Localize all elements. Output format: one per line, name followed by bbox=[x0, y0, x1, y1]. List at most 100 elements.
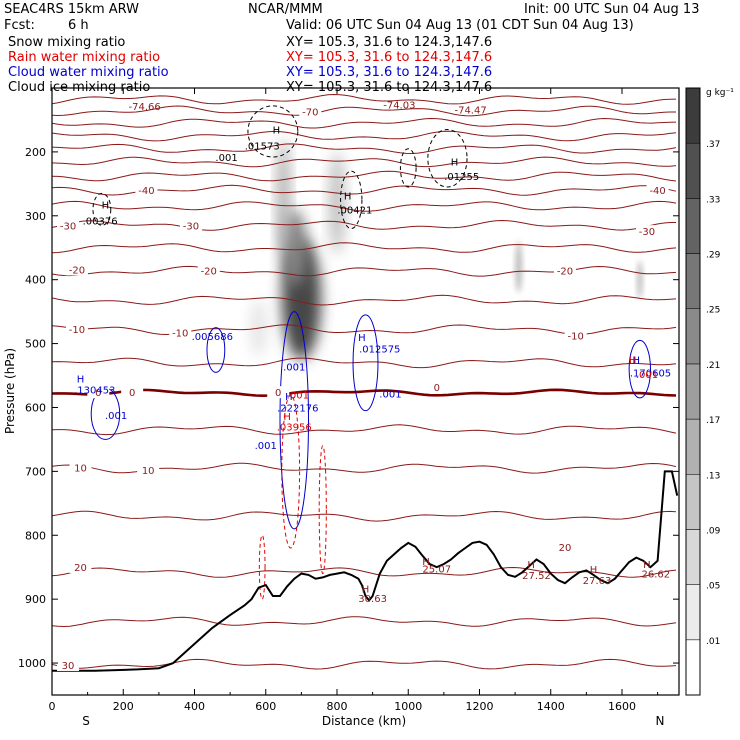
colorbar-band bbox=[685, 639, 701, 696]
colorbar-frame bbox=[685, 87, 701, 696]
cloud-ice-label: .00376 bbox=[83, 216, 118, 227]
y-tick-label: 600 bbox=[25, 401, 46, 414]
colorbar-tick-label: .13 bbox=[706, 471, 720, 481]
contour-label-bg bbox=[69, 461, 92, 474]
cloud-ice-high-marker: H bbox=[273, 126, 281, 137]
colorbar-tick-label: .25 bbox=[706, 306, 720, 316]
contour-label-bg bbox=[554, 540, 576, 553]
field-xy-rain: XY= 105.3, 31.6 to 124.3,147.6 bbox=[286, 50, 493, 65]
x-tick-label: 400 bbox=[184, 700, 205, 713]
temperature-contour-label: -10 bbox=[568, 331, 584, 342]
x-end-label-south: S bbox=[82, 714, 90, 728]
contour-label-bg bbox=[635, 225, 658, 238]
temperature-contour bbox=[52, 200, 677, 212]
hydrometeor-contour bbox=[279, 311, 309, 530]
contour-label-bg bbox=[425, 381, 448, 394]
x-tick-label: 1600 bbox=[608, 700, 636, 713]
temperature-contour-label: 10 bbox=[74, 464, 87, 475]
contour-label-bg bbox=[121, 386, 144, 399]
contour-label-bg bbox=[65, 263, 88, 276]
temperature-contour bbox=[52, 510, 677, 522]
cloud-water-high-marker: H bbox=[632, 356, 640, 367]
temperature-contour-label: -30 bbox=[60, 221, 76, 232]
temperature-high-marker: H bbox=[422, 557, 430, 568]
field-xy-snow: XY= 105.3, 31.6 to 124.3,147.6 bbox=[286, 35, 493, 50]
cloud-water-label: .005686 bbox=[192, 332, 233, 343]
cloud-water-label: .001 bbox=[283, 363, 305, 374]
temperature-contour-label: -10 bbox=[172, 329, 188, 340]
temperature-contour bbox=[52, 242, 677, 254]
forecast-hours: 6 h bbox=[68, 18, 89, 33]
cloud-ice-label: .00421 bbox=[337, 205, 372, 216]
hydrometeor-contour bbox=[427, 129, 468, 188]
temperature-contour bbox=[52, 143, 677, 155]
hydrometeor-contour bbox=[352, 314, 379, 412]
temperature-extremum-label: 25.07 bbox=[422, 564, 451, 575]
colorbar-band bbox=[685, 529, 701, 585]
contour-label-bg bbox=[87, 386, 110, 399]
temperature-extremum-label: 27.63 bbox=[583, 576, 612, 587]
temperature-contour-label: -40 bbox=[649, 186, 665, 197]
temperature-contour bbox=[52, 219, 676, 231]
temperature-contour-label: -30 bbox=[639, 227, 655, 238]
y-tick-label: 800 bbox=[25, 529, 46, 542]
temperature-extremum-label: -74.03 bbox=[383, 101, 415, 112]
rain-water-label: .03956 bbox=[277, 423, 312, 434]
contour-label-bg bbox=[197, 264, 220, 277]
contour-label-bg bbox=[69, 561, 92, 574]
valid-time: Valid: 06 UTC Sun 04 Aug 13 (01 CDT Sun … bbox=[286, 18, 634, 33]
temperature-high-marker: H bbox=[643, 560, 651, 571]
colorbar-band bbox=[685, 142, 701, 199]
x-axis-title: Distance (km) bbox=[322, 714, 406, 728]
temperature-contour-label: 30 bbox=[62, 661, 75, 672]
contour-label-bg bbox=[169, 326, 192, 339]
colorbar-tick-label: .37 bbox=[706, 140, 720, 150]
hydrometeor-contour bbox=[399, 148, 417, 188]
terrain-line bbox=[52, 470, 679, 672]
temperature-contour-label: -70 bbox=[302, 108, 318, 119]
field-xy-cloud-water: XY= 105.3, 31.6 to 124.3,147.6 bbox=[286, 65, 493, 80]
x-tick-label: 200 bbox=[113, 700, 134, 713]
temperature-extremum-label: -74.47 bbox=[454, 106, 486, 117]
contour-label-bg bbox=[137, 464, 160, 477]
temperature-contour bbox=[52, 117, 677, 129]
x-tick-label: 1000 bbox=[394, 700, 422, 713]
x-tick-label: 800 bbox=[327, 700, 348, 713]
y-tick-label: 700 bbox=[25, 465, 46, 478]
contour-label-bg bbox=[554, 264, 576, 277]
temperature-contour-label: 20 bbox=[559, 543, 572, 554]
temperature-contour-label: -20 bbox=[201, 267, 217, 278]
colorbar-tick-label: .29 bbox=[706, 251, 721, 261]
temperature-high-marker: H bbox=[527, 560, 535, 571]
temperature-contour bbox=[52, 616, 677, 628]
hydrometeor-contour bbox=[318, 445, 327, 575]
colorbar-band bbox=[685, 308, 701, 365]
cloud-ice-high-marker: H bbox=[102, 200, 110, 211]
plot-frame bbox=[51, 87, 680, 696]
x-end-label-north: N bbox=[656, 714, 665, 728]
colorbar-tick-label: .09 bbox=[706, 526, 721, 536]
hydrometeor-contour bbox=[340, 170, 363, 230]
contour-label-bg bbox=[57, 219, 80, 232]
temperature-contour-label: 0 bbox=[275, 388, 281, 399]
colorbar-tick-label: .21 bbox=[706, 361, 720, 371]
colorbar-tick-label: .17 bbox=[706, 416, 720, 426]
temperature-contour-label: 20 bbox=[74, 563, 87, 574]
y-axis-title: Pressure (hPa) bbox=[3, 348, 17, 434]
y-tick-label: 900 bbox=[25, 593, 46, 606]
model-title: SEAC4RS 15km ARW bbox=[4, 2, 140, 17]
temperature-contour bbox=[52, 265, 677, 277]
hydrometeor-contour bbox=[628, 339, 651, 399]
organization: NCAR/MMM bbox=[248, 2, 323, 17]
temperature-extremum-label: 30.63 bbox=[358, 594, 387, 605]
x-tick-label: 1400 bbox=[537, 700, 565, 713]
contour-label-bg bbox=[135, 184, 158, 197]
cloud-ice-label: .01255 bbox=[444, 172, 479, 183]
cloud-water-high-marker: H bbox=[285, 392, 293, 403]
hydrometeor-contour bbox=[206, 327, 226, 373]
cloud-water-label: .001 bbox=[255, 441, 277, 452]
temperature-contour-label: 0 bbox=[129, 388, 135, 399]
temperature-extremum-label: -74.66 bbox=[129, 102, 161, 113]
cloud-water-label: .130453 bbox=[74, 386, 115, 397]
